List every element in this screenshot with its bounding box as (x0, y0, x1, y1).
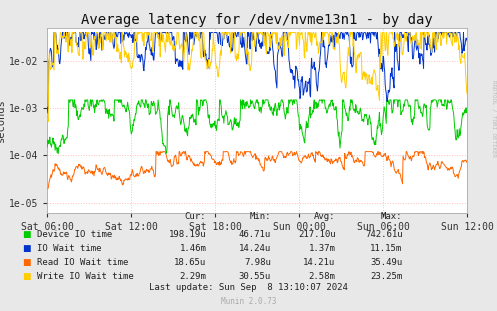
Text: Write IO Wait time: Write IO Wait time (37, 272, 134, 281)
Y-axis label: seconds: seconds (0, 99, 6, 142)
Text: Munin 2.0.73: Munin 2.0.73 (221, 297, 276, 306)
Text: 2.29m: 2.29m (179, 272, 206, 281)
Text: IO Wait time: IO Wait time (37, 244, 102, 253)
Text: 7.98u: 7.98u (244, 258, 271, 267)
Text: 742.61u: 742.61u (365, 230, 403, 239)
Text: ■: ■ (22, 230, 31, 239)
Text: Avg:: Avg: (314, 212, 335, 221)
Text: 1.37m: 1.37m (309, 244, 335, 253)
Text: Min:: Min: (249, 212, 271, 221)
Text: RRDTOOL / TOBI OETIKER: RRDTOOL / TOBI OETIKER (491, 80, 496, 157)
Text: 1.46m: 1.46m (179, 244, 206, 253)
Text: Last update: Sun Sep  8 13:10:07 2024: Last update: Sun Sep 8 13:10:07 2024 (149, 283, 348, 292)
Title: Average latency for /dev/nvme13n1 - by day: Average latency for /dev/nvme13n1 - by d… (82, 13, 433, 27)
Text: 46.71u: 46.71u (239, 230, 271, 239)
Text: 30.55u: 30.55u (239, 272, 271, 281)
Text: 18.65u: 18.65u (174, 258, 206, 267)
Text: Read IO Wait time: Read IO Wait time (37, 258, 129, 267)
Text: Device IO time: Device IO time (37, 230, 112, 239)
Text: ■: ■ (22, 244, 31, 253)
Text: 35.49u: 35.49u (370, 258, 403, 267)
Text: Max:: Max: (381, 212, 403, 221)
Text: 217.10u: 217.10u (298, 230, 335, 239)
Text: 14.24u: 14.24u (239, 244, 271, 253)
Text: ■: ■ (22, 258, 31, 267)
Text: ■: ■ (22, 272, 31, 281)
Text: 14.21u: 14.21u (303, 258, 335, 267)
Text: Cur:: Cur: (185, 212, 206, 221)
Text: 2.58m: 2.58m (309, 272, 335, 281)
Text: 11.15m: 11.15m (370, 244, 403, 253)
Text: 23.25m: 23.25m (370, 272, 403, 281)
Text: 198.19u: 198.19u (168, 230, 206, 239)
